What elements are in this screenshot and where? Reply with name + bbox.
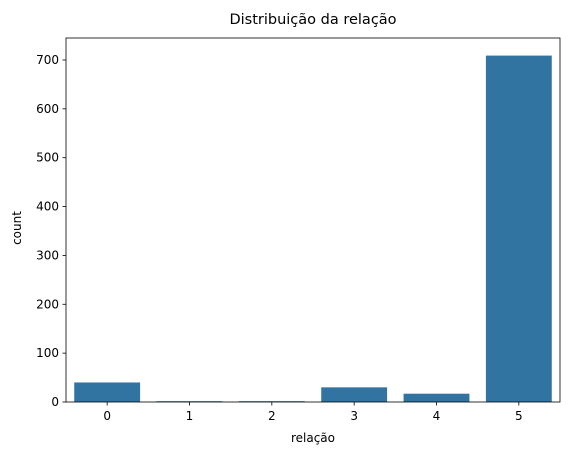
x-tick-label-5: 5 [515,409,523,423]
plot-frame [65,37,561,403]
y-tick-label-300: 300 [36,248,59,262]
y-tick-label-0: 0 [51,395,59,409]
chart-title: Distribuição da relação [229,12,396,28]
y-axis: 0 100 200 300 400 500 600 700 [36,53,66,409]
y-tick-label-700: 700 [36,53,59,67]
bar-3 [321,387,388,402]
plot-area [65,37,561,403]
y-tick-label-100: 100 [36,346,59,360]
bar-4 [403,393,470,402]
x-tick-label-4: 4 [433,409,441,423]
x-tick-label-0: 0 [103,409,111,423]
y-tick-label-600: 600 [36,102,59,116]
bar-0 [74,382,141,402]
x-tick-label-1: 1 [186,409,194,423]
x-axis: 0 1 2 3 4 5 [103,402,523,423]
x-tick-label-2: 2 [268,409,276,423]
x-tick-label-3: 3 [350,409,358,423]
x-axis-label: relação [291,431,335,445]
y-axis-label: count [10,211,24,245]
y-tick-label-500: 500 [36,151,59,165]
bar-5 [485,55,552,402]
y-tick-label-200: 200 [36,297,59,311]
y-tick-label-400: 400 [36,200,59,214]
